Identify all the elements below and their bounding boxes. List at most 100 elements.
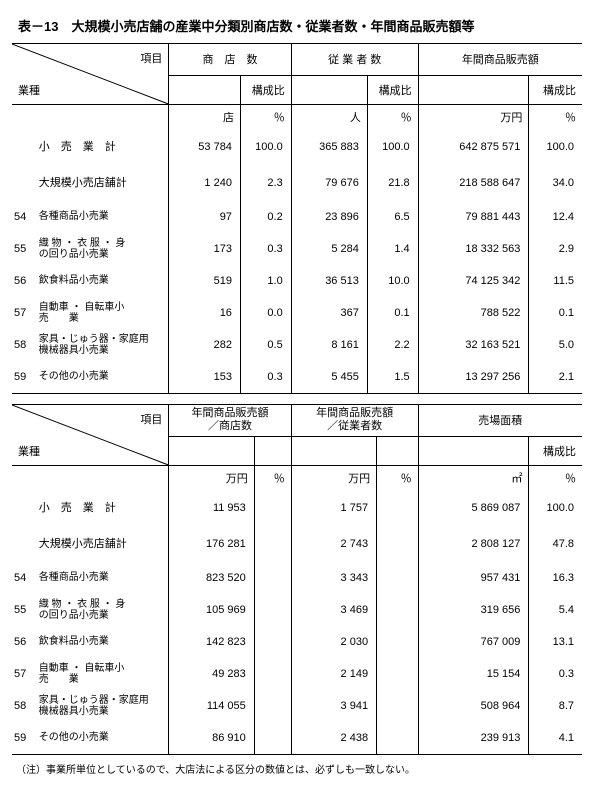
diag-item: 項目 (140, 50, 162, 66)
cell-value (254, 658, 291, 690)
cell-value (377, 490, 419, 526)
row-name: 大規模小売店舗計 (33, 165, 169, 201)
row-code (12, 129, 33, 165)
cell-value: 11.5 (529, 265, 582, 297)
table-row: 小 売 業 計53 784100.0365 883100.0642 875 57… (12, 129, 582, 165)
cell-value: 0.2 (240, 201, 291, 233)
table-row: 58家具・じゅう器・家庭用 機械器具小売業114 0553 941508 964… (12, 690, 582, 722)
cell-value (254, 690, 291, 722)
cell-value (377, 562, 419, 594)
row-code: 55 (12, 233, 33, 265)
cell-value: 47.8 (529, 526, 582, 562)
cell-value: 1 757 (291, 490, 376, 526)
cell-value: 86 910 (169, 722, 254, 755)
table-row: 56飲食料品小売業142 8232 030767 00913.1 (12, 626, 582, 658)
row-code (12, 165, 33, 201)
row-code: 54 (12, 562, 33, 594)
cell-value: 36 513 (291, 265, 367, 297)
unit: 万円 (291, 466, 376, 491)
row-code: 54 (12, 201, 33, 233)
cell-value: 957 431 (418, 562, 529, 594)
row-name: 家具・じゅう器・家庭用 機械器具小売業 (33, 329, 169, 361)
cell-value: 0.5 (240, 329, 291, 361)
row-code: 56 (12, 265, 33, 297)
hdr-floor: 売場面積 (418, 405, 582, 437)
cell-value: 0.1 (529, 297, 582, 329)
cell-value: 15 154 (418, 658, 529, 690)
cell-value: 2 438 (291, 722, 376, 755)
footnote: （注）事業所単位としているので、大店法による区分の数値とは、必ずしも一致しない。 (16, 761, 582, 776)
diag-industry: 業種 (18, 443, 40, 459)
cell-value: 97 (169, 201, 241, 233)
cell-value: 18 332 563 (418, 233, 529, 265)
cell-value: 4.1 (529, 722, 582, 755)
unit: 人 (291, 105, 367, 130)
unit: ％ (240, 105, 291, 130)
hdr-employees: 従 業 者 数 (291, 44, 418, 76)
table-bottom: 項目 業種 年間商品販売額 ／商店数 年間商品販売額 ／従業者数 売場面積 構成… (12, 404, 582, 755)
row-code: 58 (12, 690, 33, 722)
unit: ％ (367, 105, 418, 130)
cell-value: 2.3 (240, 165, 291, 201)
unit: ％ (377, 466, 419, 491)
cell-value: 2.9 (529, 233, 582, 265)
cell-value: 0.0 (240, 297, 291, 329)
cell-value: 13.1 (529, 626, 582, 658)
table-row: 小 売 業 計11 9531 7575 869 087100.0 (12, 490, 582, 526)
cell-value (254, 562, 291, 594)
row-name: 自動車 ・ 自転車小 売 業 (33, 297, 169, 329)
row-name: その他の小売業 (33, 361, 169, 394)
unit: 店 (169, 105, 241, 130)
cell-value: 642 875 571 (418, 129, 529, 165)
row-name: 織 物 ・ 衣 服 ・ 身 の回り品小売業 (33, 233, 169, 265)
row-code: 57 (12, 297, 33, 329)
table-row: 55織 物 ・ 衣 服 ・ 身 の回り品小売業1730.35 2841.418 … (12, 233, 582, 265)
row-code (12, 490, 33, 526)
cell-value: 79 676 (291, 165, 367, 201)
cell-value (377, 626, 419, 658)
cell-value: 105 969 (169, 594, 254, 626)
table-top: 項目 業種 商 店 数 従 業 者 数 年間商品販売額 構成比 構成比 構成比 … (12, 43, 582, 404)
cell-value (377, 722, 419, 755)
row-name: 各種商品小売業 (33, 201, 169, 233)
cell-value: 100.0 (240, 129, 291, 165)
cell-value: 0.3 (529, 658, 582, 690)
cell-value: 1.4 (367, 233, 418, 265)
hdr-stores: 商 店 数 (169, 44, 291, 76)
cell-value (377, 526, 419, 562)
cell-value: 508 964 (418, 690, 529, 722)
cell-value: 788 522 (418, 297, 529, 329)
cell-value: 11 953 (169, 490, 254, 526)
row-code: 59 (12, 361, 33, 394)
table-row: 57自動車 ・ 自転車小 売 業160.03670.1788 5220.1 (12, 297, 582, 329)
cell-value: 2 149 (291, 658, 376, 690)
row-name: 織 物 ・ 衣 服 ・ 身 の回り品小売業 (33, 594, 169, 626)
cell-value: 2.1 (529, 361, 582, 394)
cell-value (377, 690, 419, 722)
diag-item: 項目 (140, 411, 162, 427)
cell-value (254, 722, 291, 755)
row-name: 自動車 ・ 自転車小 売 業 (33, 658, 169, 690)
cell-value: 823 520 (169, 562, 254, 594)
cell-value (254, 594, 291, 626)
sub-ratio: 構成比 (367, 75, 418, 104)
diag-header: 項目 業種 (12, 405, 169, 466)
cell-value: 21.8 (367, 165, 418, 201)
cell-value: 100.0 (529, 490, 582, 526)
cell-value (377, 658, 419, 690)
row-code: 56 (12, 626, 33, 658)
sub-ratio: 構成比 (529, 436, 582, 465)
table-row: 56飲食料品小売業5191.036 51310.074 125 34211.5 (12, 265, 582, 297)
hdr-sales-per-emp: 年間商品販売額 ／従業者数 (291, 405, 418, 437)
cell-value: 176 281 (169, 526, 254, 562)
cell-value: 16 (169, 297, 241, 329)
table-row: 59その他の小売業86 9102 438239 9134.1 (12, 722, 582, 755)
cell-value: 32 163 521 (418, 329, 529, 361)
table-row: 58家具・じゅう器・家庭用 機械器具小売業2820.58 1612.232 16… (12, 329, 582, 361)
cell-value: 3 941 (291, 690, 376, 722)
cell-value: 1 240 (169, 165, 241, 201)
table-title: 表－13 大規模小売店舗の産業中分類別商店数・従業者数・年間商品販売額等 (18, 16, 582, 35)
unit: ㎡ (418, 466, 529, 491)
cell-value: 34.0 (529, 165, 582, 201)
hdr-sales: 年間商品販売額 (418, 44, 582, 76)
